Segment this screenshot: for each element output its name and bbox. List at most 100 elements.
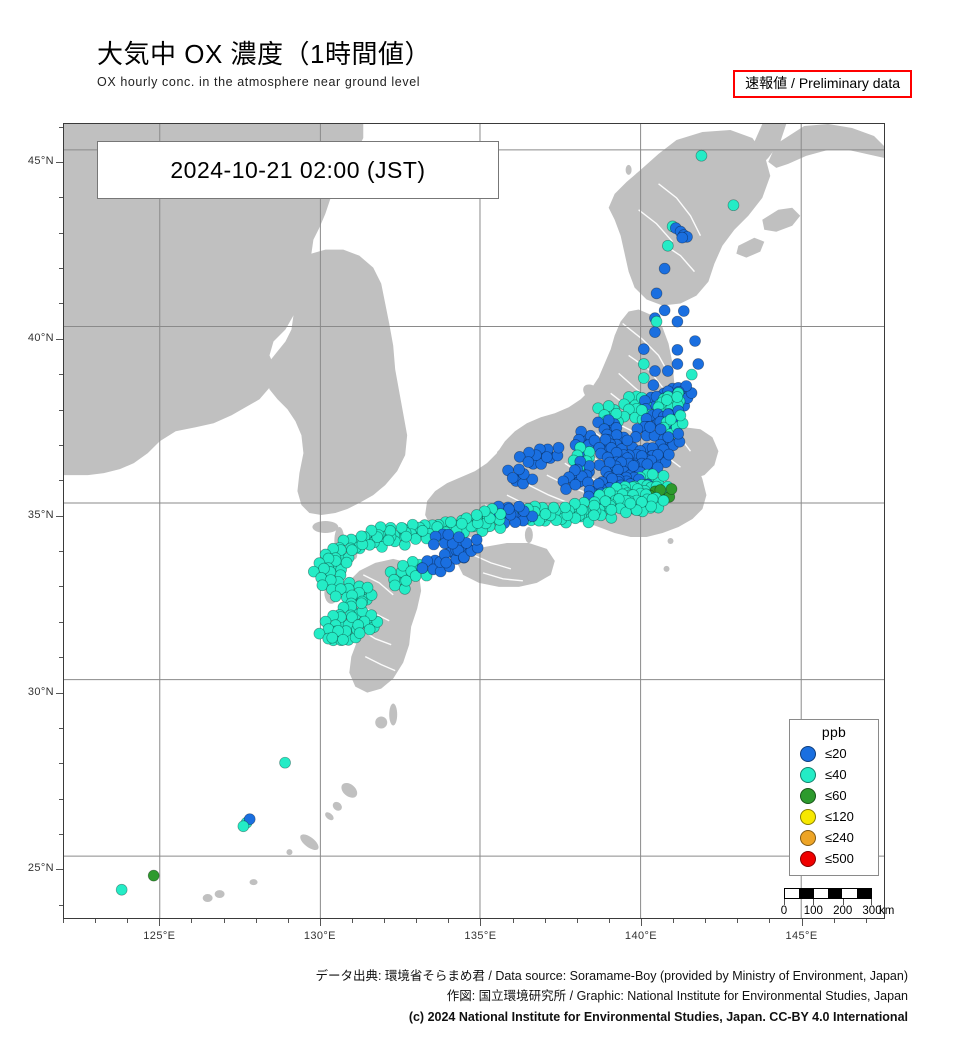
land-miyakejima [667,537,674,544]
scale-bar-tick [871,899,872,905]
land-awaji [524,526,533,543]
legend-row: ≤60 [790,785,878,806]
data-point [340,556,353,569]
data-point [664,413,677,426]
y-axis-tick-label: 30°N [27,685,54,698]
data-point [494,508,507,520]
data-point [661,365,674,377]
x-axis-minor-tick [833,919,835,923]
data-point [279,756,291,769]
data-point [552,441,565,454]
data-point [576,504,588,516]
data-point [649,326,661,339]
y-axis-minor-tick [59,551,63,553]
legend-rows: ≤20 ≤40 ≤60 ≤120 ≤240 ≤500 [790,743,878,869]
y-axis-minor-tick [59,268,63,270]
data-point [539,508,552,520]
y-axis-major-tick [56,338,63,340]
y-axis-minor-tick [59,763,63,765]
data-point [458,551,470,564]
data-point [316,579,329,592]
land-okinawa [300,834,319,851]
land-kuril-2 [762,207,801,232]
scale-seg-6 [856,889,871,898]
data-point [637,358,650,370]
data-point [635,496,648,508]
x-axis-tick-label: 130°E [303,930,336,942]
land-miyako [249,879,258,886]
data-point [326,631,339,644]
x-axis-minor-tick [63,919,64,923]
data-point [361,581,374,594]
land-yakushima [375,716,388,729]
data-point [329,590,342,603]
data-point [559,501,572,514]
data-point [513,451,526,463]
y-axis-minor-tick [59,374,63,376]
data-point [657,494,670,507]
scale-bar-tick-label: 300 [862,905,882,917]
data-point [637,372,650,384]
data-point [671,358,684,370]
scale-bar: 0 100 200 300 km [781,888,908,920]
x-axis-tick-label: 135°E [464,930,497,942]
y-axis-major-tick [56,692,63,694]
x-axis-minor-tick [255,919,257,923]
y-axis-minor-tick [59,798,63,800]
y-axis-tick-label: 45°N [27,154,54,167]
preliminary-data-badge: 速報値 / Preliminary data [733,70,912,99]
data-point [416,562,429,575]
x-axis-major-tick [480,919,482,926]
scale-seg-2 [799,889,814,898]
title-block: 大気中 OX 濃度（1時間値） OX hourly conc. in the a… [97,38,697,89]
x-axis-minor-tick [351,919,353,923]
scale-bar-strip [784,888,872,899]
data-point [650,315,663,328]
data-point [665,483,678,495]
data-point [307,565,320,578]
data-point [647,379,660,391]
land-jeju [312,521,339,533]
land-kurils [768,124,884,168]
data-point [677,305,690,317]
data-point [680,380,693,392]
data-point [526,510,539,523]
data-points-layer [115,149,740,896]
data-point [513,463,525,476]
x-axis-minor-tick [384,919,386,923]
data-point [727,199,740,212]
footer-copyright: (c) 2024 National Institute for Environm… [408,1009,908,1024]
data-point [602,414,615,426]
scale-bar-labels: 0 100 200 300 km [781,905,908,920]
land-korea [265,249,408,516]
data-point [382,534,395,547]
x-axis-minor-tick [95,919,97,923]
y-axis-tick-label: 35°N [27,508,54,521]
y-axis-major-tick [56,515,63,517]
data-point [337,633,349,646]
data-point [620,506,632,519]
map-canvas [64,124,884,918]
data-point [635,404,648,417]
y-axis-minor-tick [59,621,63,623]
data-point [646,468,659,481]
data-point [602,400,615,412]
data-point [409,570,422,582]
land-tanegashima [389,703,398,726]
data-point [384,525,397,537]
x-axis-minor-tick [769,919,771,923]
x-axis-major-tick [801,919,803,926]
land-iriomote [202,894,213,903]
land-amami [341,782,358,798]
data-point [526,473,539,486]
footer: データ出典: 環境省そらまめ君 / Data source: Soramame-… [0,966,980,1027]
y-axis-minor-tick [59,409,63,411]
data-point [637,343,650,355]
data-point [363,623,376,636]
data-point [397,559,409,572]
map-plot-area[interactable] [63,123,885,919]
x-axis-minor-tick [223,919,225,923]
data-point [346,544,358,556]
legend-row: ≤500 [790,848,878,869]
legend-label: ≤240 [825,830,854,845]
